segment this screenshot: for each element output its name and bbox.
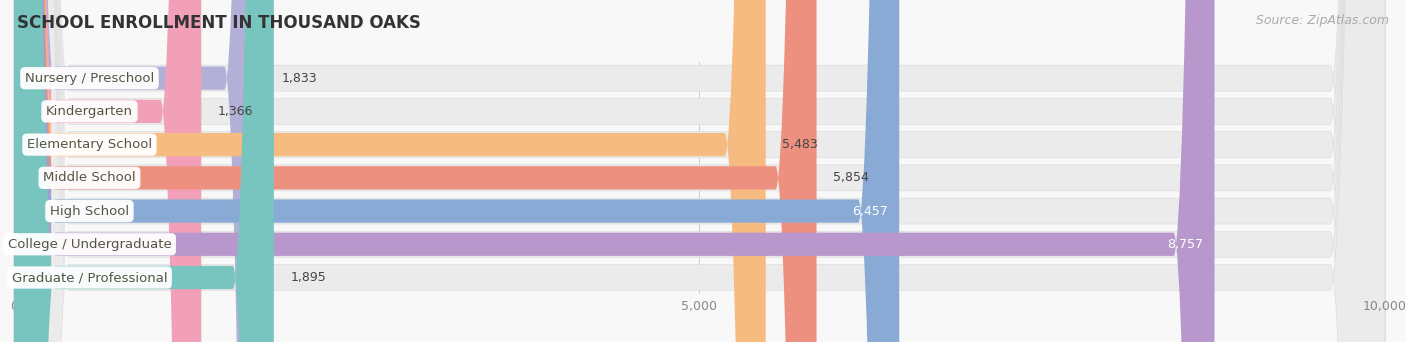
FancyBboxPatch shape [14,0,1385,342]
FancyBboxPatch shape [14,0,1385,342]
FancyBboxPatch shape [14,0,1385,342]
Text: Nursery / Preschool: Nursery / Preschool [25,72,155,85]
Text: 1,366: 1,366 [218,105,253,118]
Text: Kindergarten: Kindergarten [46,105,134,118]
FancyBboxPatch shape [14,0,1385,342]
Text: 5,483: 5,483 [782,138,818,151]
Text: Source: ZipAtlas.com: Source: ZipAtlas.com [1256,14,1389,27]
Text: 8,757: 8,757 [1167,238,1204,251]
FancyBboxPatch shape [14,0,900,342]
Text: 1,895: 1,895 [290,271,326,284]
FancyBboxPatch shape [14,0,1385,342]
FancyBboxPatch shape [14,0,1385,342]
FancyBboxPatch shape [14,0,766,342]
FancyBboxPatch shape [14,0,266,342]
FancyBboxPatch shape [14,0,817,342]
Text: 6,457: 6,457 [852,205,889,218]
FancyBboxPatch shape [14,0,1385,342]
Text: Graduate / Professional: Graduate / Professional [11,271,167,284]
Text: Elementary School: Elementary School [27,138,152,151]
Text: High School: High School [49,205,129,218]
Text: Middle School: Middle School [44,171,136,184]
FancyBboxPatch shape [14,0,274,342]
Text: 1,833: 1,833 [281,72,318,85]
Text: SCHOOL ENROLLMENT IN THOUSAND OAKS: SCHOOL ENROLLMENT IN THOUSAND OAKS [17,14,420,32]
FancyBboxPatch shape [14,0,201,342]
Text: 5,854: 5,854 [832,171,869,184]
Text: College / Undergraduate: College / Undergraduate [7,238,172,251]
FancyBboxPatch shape [14,0,1215,342]
